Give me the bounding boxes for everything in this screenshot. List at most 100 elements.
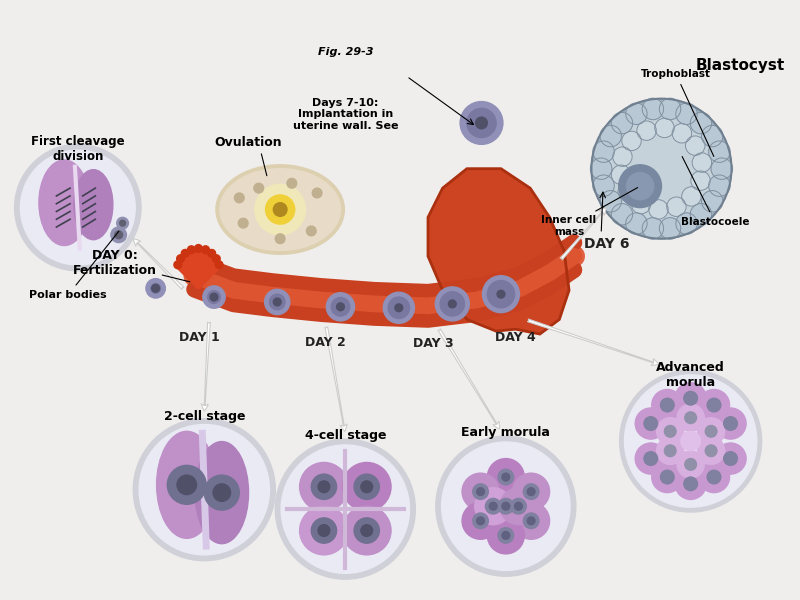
- Circle shape: [487, 488, 524, 525]
- Ellipse shape: [300, 463, 348, 511]
- Circle shape: [677, 404, 704, 431]
- Circle shape: [210, 293, 218, 301]
- Circle shape: [618, 182, 638, 202]
- Circle shape: [644, 452, 658, 466]
- Circle shape: [698, 389, 730, 421]
- Circle shape: [442, 442, 570, 571]
- Circle shape: [120, 220, 126, 226]
- Circle shape: [500, 488, 537, 525]
- Ellipse shape: [39, 160, 90, 245]
- Circle shape: [684, 477, 698, 491]
- Circle shape: [513, 473, 550, 510]
- Ellipse shape: [342, 506, 391, 555]
- Circle shape: [388, 297, 410, 319]
- Circle shape: [311, 474, 337, 499]
- Circle shape: [361, 481, 373, 493]
- Circle shape: [114, 231, 122, 239]
- Circle shape: [685, 412, 697, 424]
- Circle shape: [208, 250, 216, 257]
- Circle shape: [440, 292, 465, 316]
- Circle shape: [642, 98, 663, 119]
- Circle shape: [482, 275, 519, 313]
- Circle shape: [487, 517, 524, 554]
- Circle shape: [486, 499, 501, 514]
- Circle shape: [274, 203, 287, 217]
- Circle shape: [698, 437, 725, 464]
- Text: Advanced
morula: Advanced morula: [656, 361, 725, 389]
- Circle shape: [274, 298, 281, 306]
- Circle shape: [208, 291, 220, 304]
- Circle shape: [182, 250, 189, 257]
- Text: Ovulation: Ovulation: [214, 136, 282, 149]
- Circle shape: [238, 218, 248, 228]
- Circle shape: [270, 294, 285, 310]
- Circle shape: [692, 153, 711, 172]
- Circle shape: [707, 470, 721, 484]
- Text: Fig. 29-3: Fig. 29-3: [318, 47, 373, 57]
- Text: 4-cell stage: 4-cell stage: [305, 430, 386, 442]
- Circle shape: [661, 398, 674, 412]
- Circle shape: [139, 425, 270, 555]
- Circle shape: [523, 513, 539, 529]
- Circle shape: [637, 121, 656, 140]
- Circle shape: [318, 525, 330, 536]
- Text: Days 7-10:
Implantation in
uterine wall. See: Days 7-10: Implantation in uterine wall.…: [293, 98, 398, 131]
- Circle shape: [685, 458, 697, 470]
- Circle shape: [354, 518, 379, 543]
- Circle shape: [690, 203, 712, 225]
- Circle shape: [675, 383, 706, 414]
- Circle shape: [686, 136, 705, 155]
- Circle shape: [652, 389, 683, 421]
- Ellipse shape: [195, 442, 249, 544]
- Circle shape: [152, 284, 159, 292]
- Circle shape: [611, 203, 633, 225]
- Circle shape: [642, 218, 663, 239]
- Text: Polar bodies: Polar bodies: [30, 231, 119, 300]
- Circle shape: [593, 141, 614, 163]
- Circle shape: [676, 213, 698, 234]
- Circle shape: [690, 112, 712, 134]
- Circle shape: [117, 217, 129, 229]
- Circle shape: [690, 171, 710, 190]
- Circle shape: [202, 246, 210, 254]
- Text: DAY 4: DAY 4: [495, 331, 536, 344]
- Circle shape: [657, 437, 684, 464]
- Circle shape: [213, 255, 220, 263]
- Circle shape: [635, 443, 666, 474]
- Circle shape: [150, 283, 161, 293]
- Circle shape: [14, 145, 141, 271]
- Circle shape: [724, 417, 738, 430]
- Circle shape: [174, 261, 182, 269]
- Circle shape: [146, 278, 166, 298]
- Text: DAY 6: DAY 6: [584, 238, 629, 251]
- Polygon shape: [428, 169, 569, 334]
- Circle shape: [502, 502, 510, 510]
- Circle shape: [473, 513, 488, 529]
- Circle shape: [21, 150, 135, 265]
- Circle shape: [502, 532, 510, 539]
- Circle shape: [613, 147, 632, 166]
- Circle shape: [487, 458, 524, 496]
- Text: Trophoblast: Trophoblast: [641, 69, 714, 157]
- Circle shape: [618, 165, 662, 208]
- Circle shape: [498, 499, 514, 514]
- Circle shape: [514, 502, 522, 510]
- Circle shape: [498, 527, 514, 543]
- Circle shape: [706, 445, 717, 457]
- Ellipse shape: [342, 463, 391, 511]
- Text: DAY 0:
Fertilization: DAY 0: Fertilization: [73, 250, 190, 282]
- Circle shape: [467, 109, 496, 137]
- Text: Blastocyst: Blastocyst: [695, 58, 785, 73]
- Text: Blastocoele: Blastocoele: [681, 157, 750, 227]
- Circle shape: [622, 131, 642, 151]
- Circle shape: [287, 178, 297, 188]
- Circle shape: [724, 452, 738, 466]
- Circle shape: [654, 118, 674, 137]
- Text: DAY 1: DAY 1: [179, 331, 220, 344]
- Text: DAY 2: DAY 2: [306, 336, 346, 349]
- Circle shape: [275, 439, 415, 579]
- Circle shape: [644, 417, 658, 430]
- Circle shape: [498, 469, 514, 485]
- Circle shape: [337, 303, 344, 311]
- Circle shape: [510, 499, 526, 514]
